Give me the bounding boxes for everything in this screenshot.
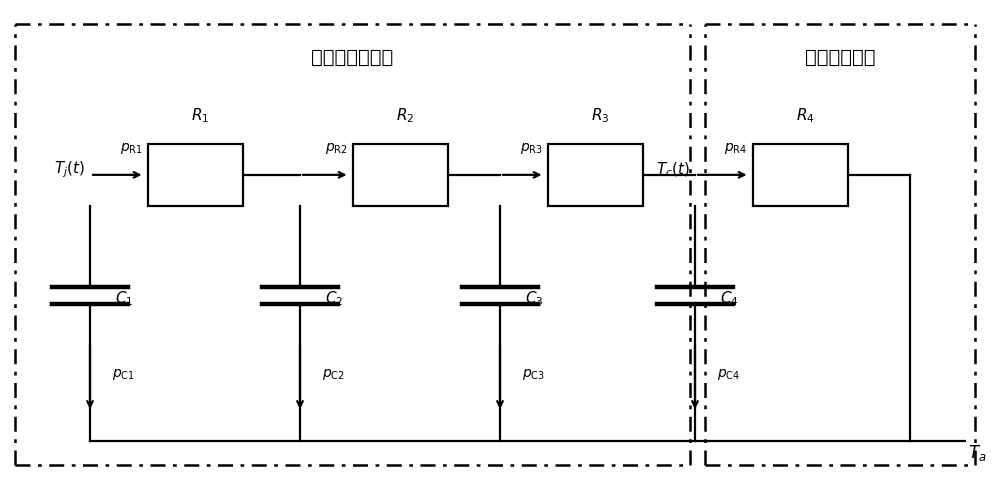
Text: $C_1$: $C_1$ xyxy=(115,289,133,308)
Text: $C_2$: $C_2$ xyxy=(325,289,343,308)
Text: $p_{\mathrm{C4}}$: $p_{\mathrm{C4}}$ xyxy=(717,367,740,382)
Text: $T_a$: $T_a$ xyxy=(968,443,987,463)
Text: $p_{\mathrm{C1}}$: $p_{\mathrm{C1}}$ xyxy=(112,367,135,382)
Bar xyxy=(353,144,448,206)
Text: $p_{\mathrm{R1}}$: $p_{\mathrm{R1}}$ xyxy=(120,141,143,156)
Bar xyxy=(548,144,642,206)
Text: $C_4$: $C_4$ xyxy=(720,289,739,308)
Text: $R_1$: $R_1$ xyxy=(191,106,209,125)
Text: $R_4$: $R_4$ xyxy=(796,106,814,125)
Text: $p_{\mathrm{R2}}$: $p_{\mathrm{R2}}$ xyxy=(325,141,348,156)
Text: 散热器热网络: 散热器热网络 xyxy=(805,48,875,67)
Text: $T_j(t)$: $T_j(t)$ xyxy=(54,160,85,181)
Text: $R_3$: $R_3$ xyxy=(591,106,609,125)
Text: $T_c(t)$: $T_c(t)$ xyxy=(656,161,690,179)
Text: $p_{\mathrm{R4}}$: $p_{\mathrm{R4}}$ xyxy=(724,141,748,156)
Bar xyxy=(148,144,243,206)
Text: $R_2$: $R_2$ xyxy=(396,106,414,125)
Text: $p_{\mathrm{R3}}$: $p_{\mathrm{R3}}$ xyxy=(520,141,542,156)
Text: $p_{\mathrm{C3}}$: $p_{\mathrm{C3}}$ xyxy=(522,367,545,382)
Bar xyxy=(753,144,848,206)
Text: $p_{\mathrm{C2}}$: $p_{\mathrm{C2}}$ xyxy=(322,367,345,382)
Text: 功率器件热网络: 功率器件热网络 xyxy=(311,48,394,67)
Text: $C_3$: $C_3$ xyxy=(525,289,544,308)
